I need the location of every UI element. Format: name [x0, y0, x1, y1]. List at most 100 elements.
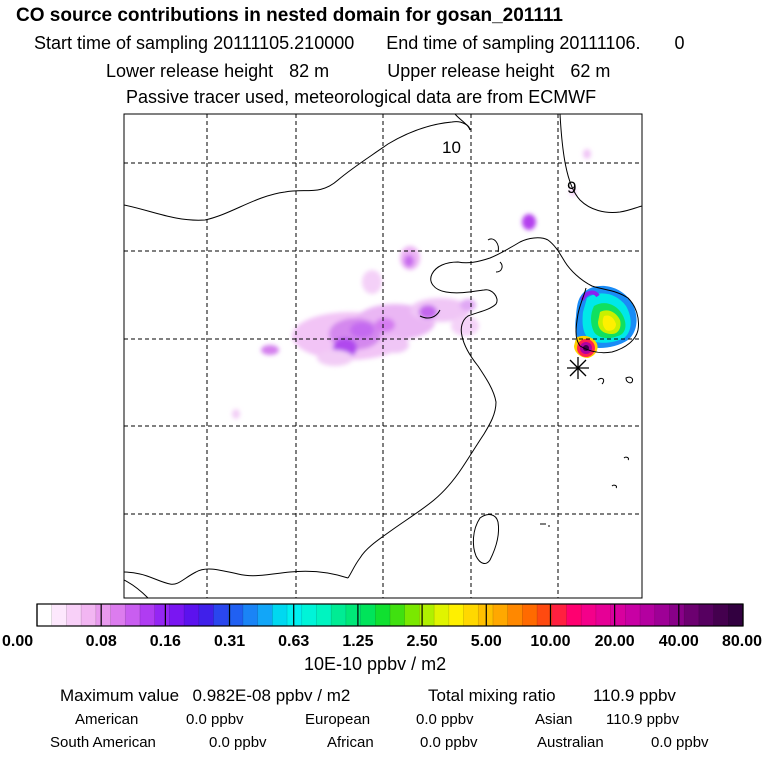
colorbar-cell — [287, 604, 303, 626]
colorbar-cell — [360, 604, 376, 626]
colorbar-tick-label: 0.00 — [2, 633, 33, 650]
colorbar-cell — [566, 604, 582, 626]
colorbar-cell — [669, 604, 685, 626]
tracer-note: Passive tracer used, meteorological data… — [126, 87, 597, 107]
colorbar-cell — [448, 604, 464, 626]
colorbar-cell — [419, 604, 435, 626]
korea-hotspot — [574, 285, 637, 358]
region-name: European — [305, 711, 371, 728]
colorbar-tick-label: 40.00 — [659, 633, 699, 650]
colorbar-cell — [316, 604, 332, 626]
colorbar-cell — [110, 604, 126, 626]
colorbar-cell — [390, 604, 406, 626]
colorbar-cell — [184, 604, 200, 626]
total-label: Total mixing ratio — [428, 686, 556, 705]
colorbar-cell — [51, 604, 67, 626]
colorbar-cell — [551, 604, 567, 626]
max-value: 0.982E-08 ppbv / m2 — [192, 686, 351, 705]
lower-label: Lower release height — [106, 61, 274, 81]
colorbar-cell — [654, 604, 670, 626]
colorbar-tick-label: 5.00 — [471, 633, 502, 650]
colorbar-cell — [698, 604, 714, 626]
end-suffix: 0 — [674, 33, 685, 53]
release-heights: Lower release height 82 m Upper release … — [106, 61, 610, 82]
colorbar-tick-label: 10.00 — [530, 633, 570, 650]
colorbar-cell — [95, 604, 111, 626]
region-value: 0.0 ppbv — [209, 734, 267, 751]
colorbar-cell — [257, 604, 273, 626]
colorbar-cell — [198, 604, 214, 626]
colorbar-cell — [301, 604, 317, 626]
release-site-asterisk-icon — [567, 357, 589, 379]
total-value: 110.9 ppbv — [593, 686, 676, 705]
colorbar-cell — [713, 604, 729, 626]
colorbar-cell — [139, 604, 156, 626]
colorbar-cell — [242, 604, 259, 626]
colorbar-cell — [625, 604, 641, 626]
colorbar-tick-label: 1.25 — [342, 633, 373, 650]
colorbar-cell — [581, 604, 597, 626]
colorbar-cell — [595, 604, 612, 626]
colorbar-cell — [169, 604, 185, 626]
colorbar-cell — [272, 604, 288, 626]
colorbar-tick-labels: 0.00 0.08 0.16 0.31 0.63 1.25 2.50 5.00 10.00 20.… — [2, 633, 762, 650]
region-name: American — [75, 711, 139, 728]
colorbar-tick-label: 0.31 — [214, 633, 245, 650]
colorbar-cell — [522, 604, 538, 626]
region-name: African — [327, 734, 374, 751]
region-value: 0.0 ppbv — [420, 734, 478, 751]
start-label: Start time of sampling — [34, 33, 209, 53]
colorbar-cell — [507, 604, 523, 626]
colorbar-cell — [125, 604, 141, 626]
colorbar-cell — [728, 604, 744, 626]
colorbar-cell — [331, 604, 347, 626]
tracer-plume — [232, 149, 591, 419]
map-frame — [123, 113, 643, 599]
colorbar-tick-label: 0.63 — [278, 633, 309, 650]
start-value: 20111105.210000 — [213, 33, 355, 53]
region-value: 0.0 ppbv — [651, 734, 709, 751]
end-value: 20111106. — [559, 33, 641, 53]
colorbar-tick-label: 20.00 — [595, 633, 635, 650]
colorbar-tick-label: 80.00 — [722, 633, 762, 650]
lower-value: 82 m — [289, 61, 330, 81]
colorbar-cell — [537, 604, 553, 626]
colorbar-cell — [610, 604, 626, 626]
region-name: South American — [50, 734, 156, 751]
colorbar-cell — [66, 604, 82, 626]
colorbar-units: 10E-10 ppbv / m2 — [304, 654, 447, 674]
map-title: CO source contributions in nested domain… — [16, 5, 563, 26]
max-label: Maximum value — [60, 686, 180, 705]
contour-label-9: 9 — [567, 178, 576, 197]
colorbar-cell — [492, 604, 509, 626]
colorbar-cell — [434, 604, 450, 626]
colorbar-cell — [684, 604, 700, 626]
end-label: End time of sampling — [386, 33, 555, 53]
coastlines — [124, 114, 642, 598]
colorbar-cell — [463, 604, 479, 626]
graticule — [124, 114, 642, 598]
colorbar-tick-label: 2.50 — [407, 633, 438, 650]
total-row: Total mixing ratio 110.9 ppbv — [428, 686, 676, 706]
colorbar-cell — [213, 604, 229, 626]
colorbar-ticks — [36, 604, 744, 626]
colorbar-cell — [81, 604, 97, 626]
colorbar-cell — [37, 604, 53, 626]
colorbar-cell — [404, 604, 420, 626]
colorbar-cell — [640, 604, 656, 626]
colorbar-cell — [345, 604, 361, 626]
colorbar-cell — [228, 604, 244, 626]
region-value: 110.9 ppbv — [606, 711, 680, 728]
upper-label: Upper release height — [387, 61, 555, 81]
region-name: Australian — [537, 734, 604, 751]
colorbar-cell — [154, 604, 170, 626]
contour-label-10: 10 — [442, 138, 461, 157]
upper-value: 62 m — [570, 61, 611, 81]
colorbar-cell — [375, 604, 391, 626]
region-value: 0.0 ppbv — [186, 711, 244, 728]
region-name: Asian — [535, 711, 573, 728]
max-value-row: Maximum value 0.982E-08 ppbv / m2 — [60, 686, 350, 706]
colorbar-tick-label: 0.08 — [86, 633, 117, 650]
